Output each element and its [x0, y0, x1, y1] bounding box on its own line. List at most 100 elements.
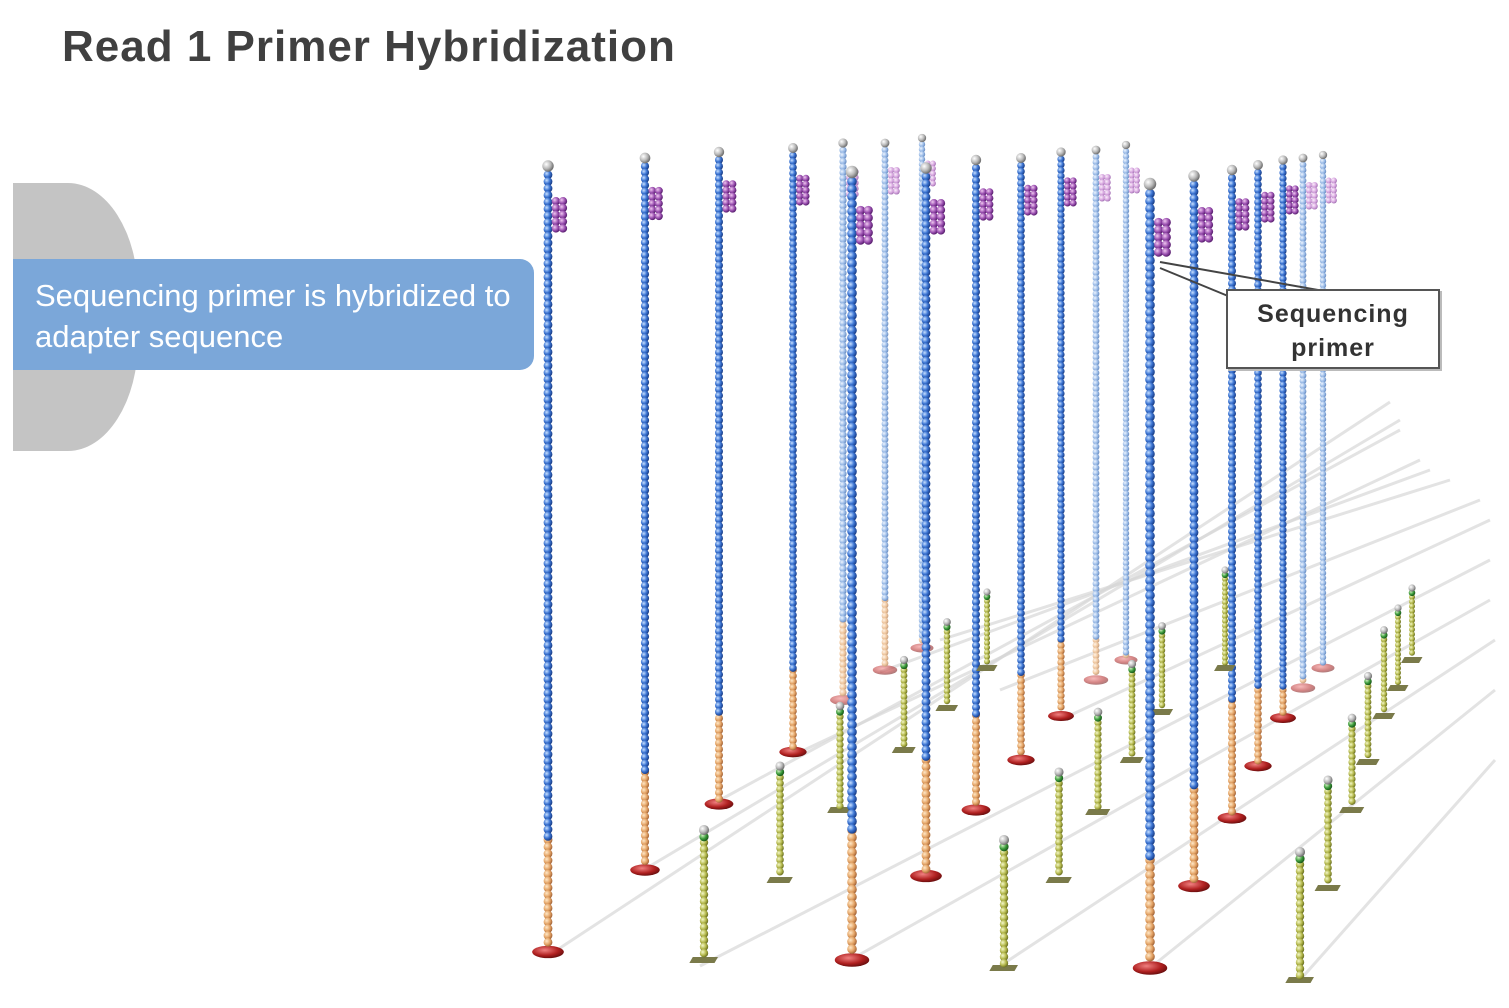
adapter-segment [972, 711, 980, 806]
sequencing-primer [1197, 207, 1214, 243]
short-strand [1222, 576, 1228, 666]
strand-cap [1298, 153, 1308, 163]
strand-anchor [872, 665, 898, 675]
adapter-segment [715, 708, 723, 803]
short-strand [1364, 682, 1372, 759]
template-strand [1092, 153, 1100, 640]
adapter-segment [640, 767, 650, 866]
strand-anchor [910, 869, 942, 883]
strand-cap [1221, 566, 1229, 574]
strand-anchor [1355, 759, 1380, 765]
strand-anchor [1285, 977, 1314, 983]
sequencing-primer [887, 166, 900, 195]
strand-anchor [1372, 713, 1396, 719]
template-strand [1057, 155, 1065, 643]
shadow-streak [1298, 759, 1497, 981]
strand-cap [845, 165, 859, 179]
strand-cap [838, 138, 848, 148]
strand-cap [917, 133, 927, 143]
short-strand [984, 598, 990, 665]
strand-cap [1318, 150, 1328, 160]
strand-cap [943, 618, 951, 626]
strand-anchor [766, 877, 793, 883]
template-strand [715, 156, 723, 716]
strand-cap [1056, 147, 1066, 157]
template-strand [1319, 158, 1327, 666]
template-strand [847, 176, 857, 834]
strand-anchor [834, 953, 870, 967]
short-strand [1094, 719, 1102, 811]
strand-cap [713, 146, 725, 158]
shadow-streak [999, 498, 1481, 692]
short-strand [1395, 614, 1401, 686]
strand-anchor [1311, 663, 1335, 673]
strand-anchor [1314, 885, 1341, 891]
strand-anchor [1401, 657, 1423, 663]
strand-anchor [1119, 757, 1144, 763]
strand-anchor [827, 807, 853, 813]
strand-cap [1253, 160, 1263, 170]
template-strand [1228, 174, 1236, 703]
strand-anchor [1132, 961, 1168, 975]
strand-cap [835, 701, 845, 711]
short-strand [1158, 632, 1166, 709]
strand-cap [970, 154, 982, 166]
adapter-segment [789, 666, 797, 751]
strand-cap [1016, 153, 1026, 163]
strand-anchor [1048, 710, 1074, 722]
strand-anchor [961, 804, 991, 816]
strand-anchor [1150, 709, 1174, 715]
sequencing-primer [722, 180, 737, 213]
strand-anchor [704, 798, 734, 810]
template-strand [972, 164, 980, 718]
template-strand [543, 170, 553, 841]
sequencing-primer-callout: Sequencing primer [1226, 289, 1440, 369]
shadow-streak [799, 458, 1421, 754]
shadow-streak [999, 638, 1496, 968]
strand-cap [1093, 707, 1103, 717]
short-strand [1409, 594, 1415, 656]
strand-cap [1121, 140, 1131, 150]
page-title: Read 1 Primer Hybridization [62, 22, 676, 71]
strand-cap [1347, 713, 1357, 723]
sequencing-primer [796, 174, 810, 206]
template-strand [1122, 148, 1130, 656]
template-strand [1189, 180, 1199, 790]
template-strand [640, 162, 650, 775]
callout-leader-line [1159, 261, 1319, 291]
adapter-segment [847, 825, 857, 954]
strand-anchor [1045, 877, 1072, 883]
strand-anchor [1217, 812, 1247, 824]
sequencing-primer [1154, 217, 1171, 257]
adapter-segment [1145, 855, 1155, 962]
adapter-segment [839, 616, 847, 697]
short-strand [1324, 787, 1332, 884]
strand-cap [1226, 164, 1238, 176]
strand-anchor [935, 705, 959, 711]
sequencing-primer [856, 205, 873, 245]
sequencing-primer [1024, 184, 1038, 216]
sequencing-primer [929, 199, 946, 235]
template-strand [1279, 163, 1287, 690]
strand-cap [1054, 767, 1064, 777]
short-strand [943, 628, 951, 705]
caption-box: Sequencing primer is hybridized to adapt… [13, 259, 534, 370]
strand-cap [899, 655, 909, 665]
short-strand [776, 773, 784, 876]
short-strand [1348, 725, 1356, 805]
strand-cap [1408, 584, 1416, 592]
callout-leader-line [1159, 267, 1229, 297]
adapter-segment [1228, 696, 1236, 816]
adapter-segment [1092, 636, 1100, 676]
adapter-segment [1017, 671, 1025, 756]
strand-cap [1158, 622, 1166, 630]
template-strand [1145, 188, 1155, 861]
strand-cap [1188, 170, 1200, 182]
sequencing-primer [1128, 167, 1140, 194]
strand-anchor [532, 945, 564, 959]
strand-anchor [1270, 712, 1296, 724]
short-strand [999, 848, 1009, 968]
adapter-segment [1057, 636, 1065, 711]
template-strand [839, 146, 847, 623]
